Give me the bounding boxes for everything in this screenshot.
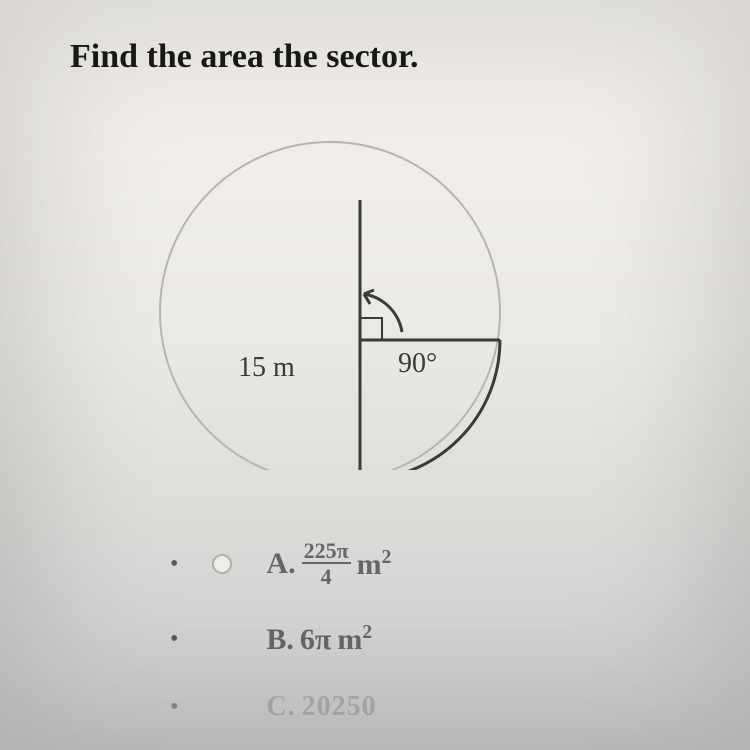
option-letter: B. (266, 623, 294, 657)
option-letter: A. (266, 547, 295, 581)
radius-label: 15 m (238, 352, 295, 384)
sector-diagram: 15 m 90° (150, 110, 510, 470)
option-value: 6π (300, 623, 331, 657)
unit-a: m2 (357, 547, 392, 582)
outer-circle (160, 142, 500, 470)
right-angle-marker (360, 318, 382, 340)
option-b-row[interactable]: • B. 6π m2 (170, 622, 650, 657)
unit-b: m2 (337, 622, 372, 657)
option-value-cutoff: 20250 (302, 691, 377, 723)
bullet-icon: • (170, 626, 178, 653)
angle-label: 90° (398, 348, 437, 380)
question-prompt: Find the area the sector. (70, 38, 418, 76)
answer-options: • A. 225π 4 m2 • B. 6π m2 • C. 202 (170, 540, 650, 750)
option-a-row[interactable]: • A. 225π 4 m2 (170, 540, 650, 588)
option-letter: C. (266, 691, 295, 723)
radio-a[interactable] (212, 554, 232, 574)
option-c-row[interactable]: • C. 20250 (170, 691, 650, 723)
bullet-icon: • (170, 694, 178, 721)
fraction-a: 225π 4 (302, 540, 351, 588)
bullet-icon: • (170, 551, 178, 578)
